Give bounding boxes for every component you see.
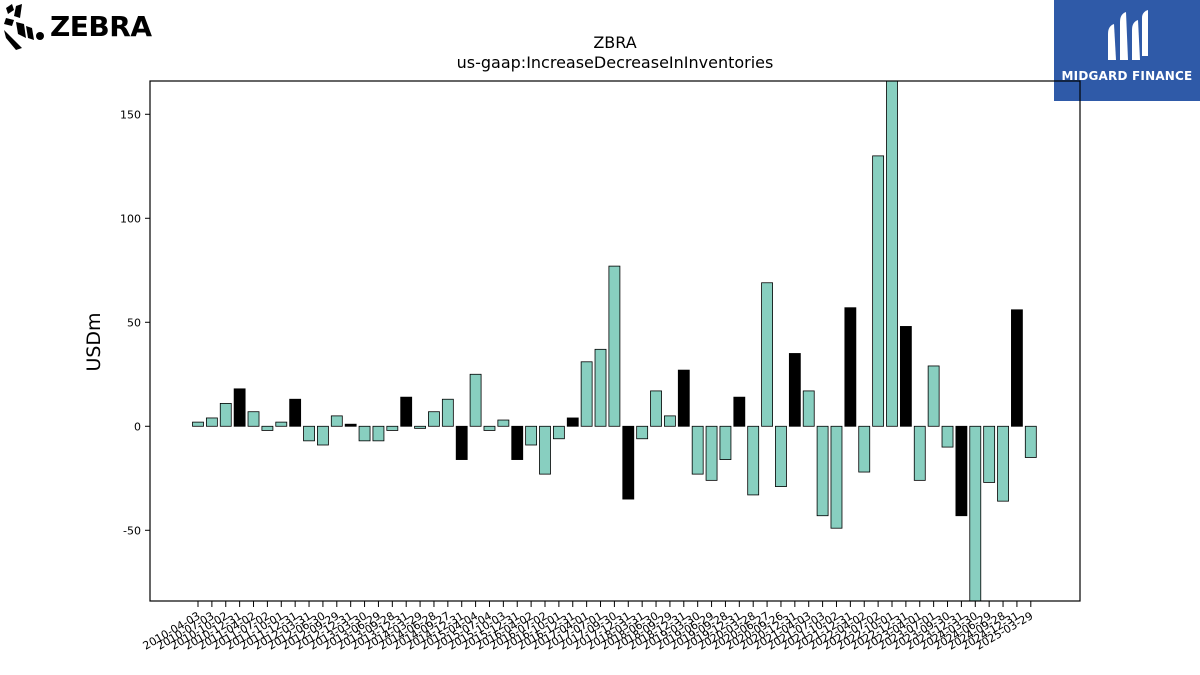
bar-2013-12-31 xyxy=(400,396,413,427)
bar-2022-07-02 xyxy=(872,155,885,427)
bar-2012-12-31 xyxy=(344,423,357,427)
bar-2016-04-02 xyxy=(525,425,538,446)
bar-2023-09-30 xyxy=(941,425,954,448)
bar-2021-04-03 xyxy=(802,390,815,427)
zebra-head-icon xyxy=(4,4,44,50)
bar-2010-07-03 xyxy=(205,417,218,427)
bar-2019-12-31 xyxy=(733,396,746,427)
bar-2014-03-29 xyxy=(414,425,426,429)
midgard-finance-logo: MIDGARD FINANCE xyxy=(1054,0,1200,101)
bar-2020-06-27 xyxy=(761,282,773,427)
bar-2024-09-28 xyxy=(997,425,1009,502)
bar-2024-12-31 xyxy=(1011,309,1023,427)
bar-2020-12-31 xyxy=(788,353,801,427)
bar-2010-12-31 xyxy=(233,388,246,427)
bar-2015-12-31 xyxy=(511,425,524,460)
bar-2018-06-30 xyxy=(650,390,662,427)
bar-2014-06-28 xyxy=(428,411,440,427)
bar-2016-10-01 xyxy=(552,425,565,440)
bar-2014-12-31 xyxy=(455,425,468,460)
bar-2013-06-29 xyxy=(372,425,385,442)
bar-2018-03-31 xyxy=(636,425,649,440)
bar-2011-10-01 xyxy=(275,421,288,427)
chart-title: ZBRA xyxy=(593,33,636,52)
y-tick-label: 50 xyxy=(127,316,141,329)
bar-2023-07-01 xyxy=(927,365,940,427)
bar-2022-10-01 xyxy=(886,80,898,427)
y-tick-label: 0 xyxy=(134,420,141,433)
bar-2015-10-03 xyxy=(497,419,510,427)
chart-subtitle: us-gaap:IncreaseDecreaseInInventories xyxy=(457,53,774,72)
bar-2019-06-29 xyxy=(705,425,718,481)
zebra-logo: ZEBRA xyxy=(4,4,154,52)
bar-2017-12-31 xyxy=(622,425,635,500)
bar-2012-09-29 xyxy=(330,415,343,427)
bar-2020-09-26 xyxy=(775,425,787,487)
zebra-wordmark: ZEBRA xyxy=(50,10,152,43)
bar-2023-04-01 xyxy=(913,425,926,481)
y-tick-label: -50 xyxy=(123,524,141,537)
bar-2012-06-30 xyxy=(317,425,329,446)
bar-2022-12-31 xyxy=(899,326,912,427)
bar-2021-07-03 xyxy=(816,425,829,517)
bar-2013-09-28 xyxy=(386,425,399,431)
bar-2014-09-27 xyxy=(441,398,454,427)
bar-2020-03-28 xyxy=(747,425,760,496)
bar-2022-04-02 xyxy=(858,425,871,473)
bar-2016-07-02 xyxy=(539,425,551,475)
bar-2017-07-01 xyxy=(594,348,607,427)
bar-2025-03-29 xyxy=(1024,425,1037,458)
bar-2011-07-02 xyxy=(261,425,274,431)
bar-2019-09-28 xyxy=(719,425,732,460)
bars-group xyxy=(192,80,1037,602)
bar-2011-12-31 xyxy=(289,398,302,427)
bar-2011-04-02 xyxy=(247,411,260,427)
bar-2016-12-31 xyxy=(566,417,579,427)
bar-2018-12-31 xyxy=(677,369,690,427)
bar-2019-03-30 xyxy=(691,425,704,475)
x-axis-ticks: 2010-04-032010-07-032010-10-022010-12-31… xyxy=(141,601,1035,653)
y-tick-label: 100 xyxy=(120,212,141,225)
bar-2010-10-02 xyxy=(219,402,232,427)
plot-frame xyxy=(149,80,1081,602)
bar-2024-06-29 xyxy=(983,425,996,483)
bar-2018-09-29 xyxy=(664,415,676,427)
y-axis-ticks: -50 0 50 100 150 xyxy=(120,108,150,537)
bar-2010-04-03 xyxy=(192,421,204,427)
bar-2012-03-31 xyxy=(303,425,315,442)
bar-2015-04-04 xyxy=(469,373,482,427)
bar-2024-03-30 xyxy=(969,425,982,602)
y-axis-label: USDm xyxy=(83,312,105,371)
bar-2017-09-30 xyxy=(608,265,621,427)
midgard-emblem-icon xyxy=(1108,10,1148,60)
bar-2023-12-31 xyxy=(955,425,968,517)
bar-2013-03-30 xyxy=(358,425,371,442)
bar-2015-07-04 xyxy=(483,425,496,431)
bar-2021-12-31 xyxy=(844,307,857,427)
bar-2021-10-02 xyxy=(830,425,843,529)
midgard-wordmark: MIDGARD FINANCE xyxy=(1061,69,1193,83)
bar-2017-04-01 xyxy=(580,361,593,427)
y-tick-label: 150 xyxy=(120,108,141,121)
